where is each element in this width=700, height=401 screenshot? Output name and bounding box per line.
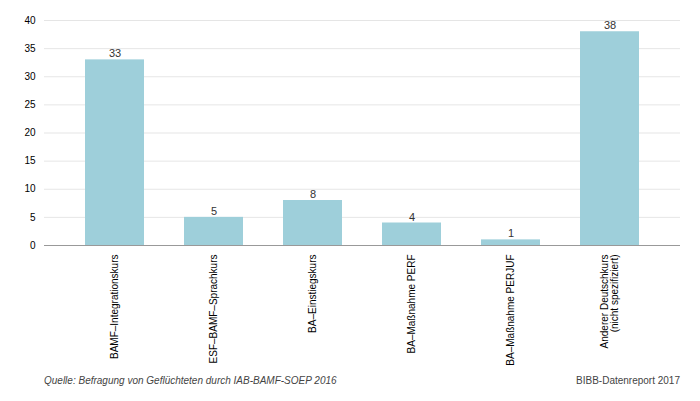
svg-text:15: 15: [24, 155, 36, 166]
svg-text:20: 20: [24, 127, 36, 138]
svg-text:25: 25: [24, 99, 36, 110]
svg-text:30: 30: [24, 71, 36, 82]
svg-text:4: 4: [409, 211, 415, 223]
svg-text:BA–Einstiegskurs: BA–Einstiegskurs: [307, 255, 318, 333]
svg-text:35: 35: [24, 43, 36, 54]
svg-text:8: 8: [310, 188, 316, 200]
svg-text:BA–Maßnahme PERJUF: BA–Maßnahme PERJUF: [505, 255, 516, 366]
svg-text:1: 1: [508, 227, 514, 239]
svg-text:ESF–BAMF–Sprachkurs: ESF–BAMF–Sprachkurs: [208, 255, 219, 364]
svg-text:0: 0: [30, 240, 36, 251]
svg-text:5: 5: [211, 205, 217, 217]
svg-text:Anderer Deutschkurs(nicht spez: Anderer Deutschkurs(nicht spezifiziert): [599, 255, 620, 349]
html-text:Quelle: Befragung von Geflücht: Quelle: Befragung von Geflüchteten durch…: [44, 375, 337, 386]
svg-text:BAMF–Integrationskurs: BAMF–Integrationskurs: [109, 255, 120, 360]
svg-text:40: 40: [24, 15, 36, 26]
svg-text:10: 10: [24, 183, 36, 194]
svg-text:5: 5: [30, 212, 36, 223]
svg-text:38: 38: [604, 19, 616, 31]
svg-text:33: 33: [109, 47, 121, 59]
html-text:BIBB-Datenreport 2017: BIBB-Datenreport 2017: [576, 375, 680, 386]
svg-text:BA–Maßnahme PERF: BA–Maßnahme PERF: [406, 255, 417, 354]
